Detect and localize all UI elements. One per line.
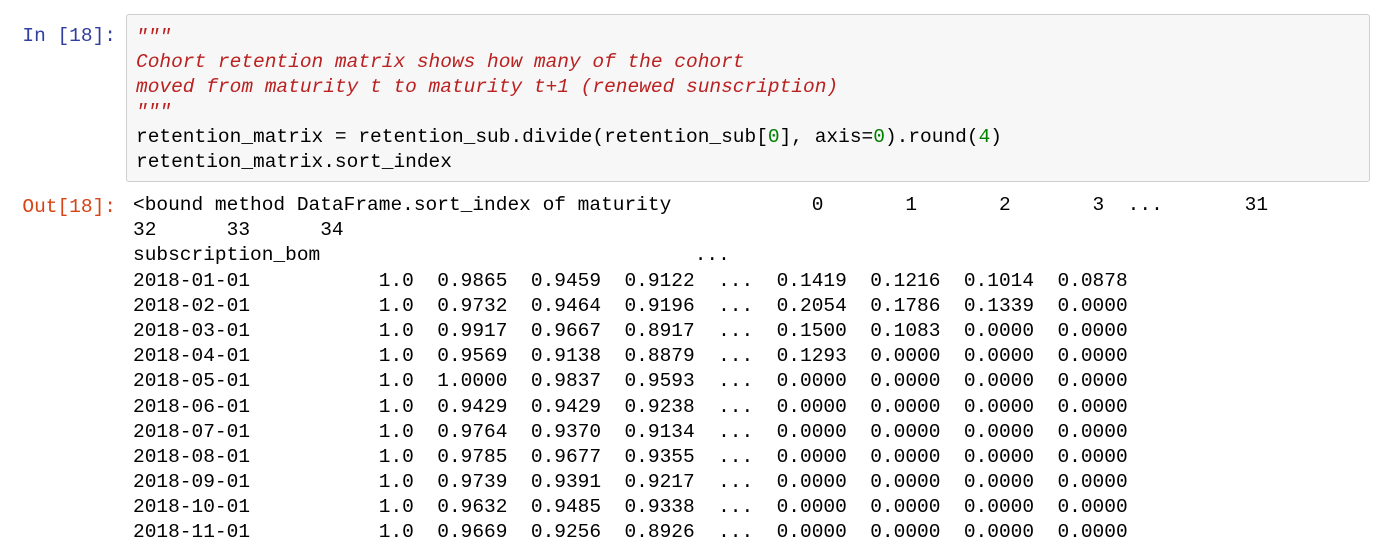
output-row-2018-11: 2018-11-01 1.0 0.9669 0.9256 0.8926 ... … <box>133 521 1128 544</box>
output-line-index-name: subscription_bom ... <box>133 244 1105 267</box>
cell-output: <bound method DataFrame.sort_index of ma… <box>133 193 1292 546</box>
output-row-2018-03: 2018-03-01 1.0 0.9917 0.9667 0.8917 ... … <box>133 319 1128 342</box>
code-line-3-axis: 0 <box>873 126 885 148</box>
output-row-2018-10: 2018-10-01 1.0 0.9632 0.9485 0.9338 ... … <box>133 496 1128 519</box>
output-row-2018-02: 2018-02-01 1.0 0.9732 0.9464 0.9196 ... … <box>133 294 1128 317</box>
code-line-3: retention_matrix = retention_sub.divide(… <box>136 125 1002 150</box>
output-line-header-wrap: 32 33 34 <box>133 219 344 242</box>
code-line-3-end: ) <box>990 126 1002 148</box>
output-row-2018-01: 2018-01-01 1.0 0.9865 0.9459 0.9122 ... … <box>133 269 1128 292</box>
code-editor[interactable]: """ Cohort retention matrix shows how man… <box>136 25 1002 175</box>
code-input-area[interactable]: """ Cohort retention matrix shows how man… <box>126 14 1370 182</box>
output-line-header: <bound method DataFrame.sort_index of ma… <box>133 194 1292 216</box>
input-prompt: In [18]: <box>22 25 116 47</box>
output-prompt: Out[18]: <box>22 196 116 218</box>
code-line-3-middle: ], axis= <box>779 126 874 148</box>
code-line-3-round-open: ).round( <box>884 126 979 148</box>
code-line-4: retention_matrix.sort_index <box>136 151 452 173</box>
docstring-line-2: moved from maturity t to maturity t+1 (r… <box>136 76 839 98</box>
docstring-close: """ <box>136 101 172 123</box>
code-line-3-start: retention_matrix = retention_sub.divide(… <box>136 126 768 148</box>
code-line-3-index: 0 <box>767 126 780 148</box>
output-row-2018-06: 2018-06-01 1.0 0.9429 0.9429 0.9238 ... … <box>133 395 1128 418</box>
output-row-2018-08: 2018-08-01 1.0 0.9785 0.9677 0.9355 ... … <box>133 445 1128 468</box>
docstring-line-1: Cohort retention matrix shows how many o… <box>136 51 745 73</box>
docstring-open: """ <box>136 26 172 48</box>
code-line-3-round: 4 <box>978 126 991 148</box>
output-row-2018-07: 2018-07-01 1.0 0.9764 0.9370 0.9134 ... … <box>133 420 1128 443</box>
output-row-2018-09: 2018-09-01 1.0 0.9739 0.9391 0.9217 ... … <box>133 471 1128 494</box>
output-row-2018-05: 2018-05-01 1.0 1.0000 0.9837 0.9593 ... … <box>133 370 1128 393</box>
output-row-2018-04: 2018-04-01 1.0 0.9569 0.9138 0.8879 ... … <box>133 345 1128 368</box>
